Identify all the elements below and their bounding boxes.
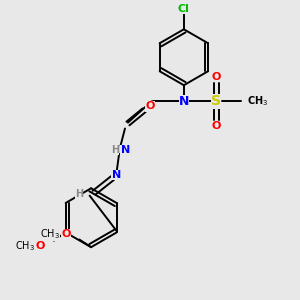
Text: N: N	[112, 170, 121, 180]
Text: H: H	[75, 189, 83, 199]
Text: O: O	[212, 72, 221, 82]
Text: CH$_3$: CH$_3$	[247, 94, 268, 108]
Text: O: O	[212, 121, 221, 131]
Text: CH$_3$: CH$_3$	[40, 227, 60, 241]
Text: O: O	[145, 101, 155, 111]
Text: O: O	[61, 229, 70, 239]
Text: CH$_3$: CH$_3$	[15, 239, 35, 253]
Text: N: N	[121, 145, 130, 155]
Text: N: N	[179, 95, 189, 108]
Text: Cl: Cl	[178, 4, 190, 14]
Text: S: S	[211, 94, 221, 108]
Text: O: O	[36, 241, 45, 251]
Text: H: H	[111, 145, 119, 155]
